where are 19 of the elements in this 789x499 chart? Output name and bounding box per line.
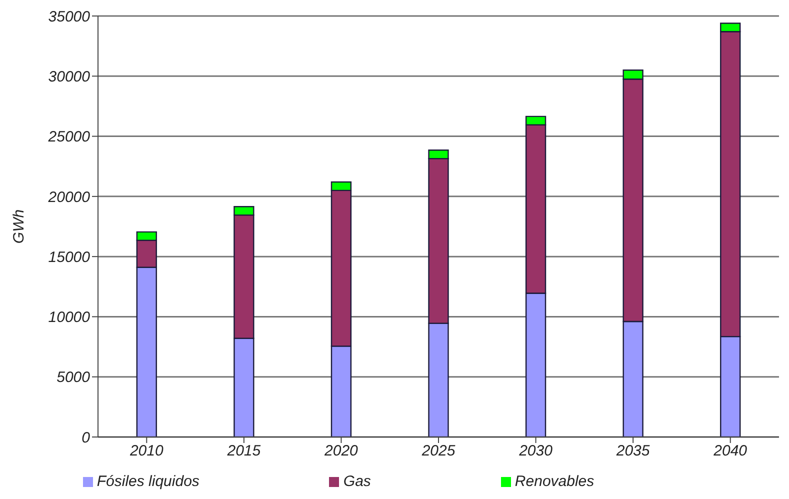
y-axis-title: GWh: [10, 209, 28, 244]
y-tick-label: 20000: [47, 188, 91, 206]
y-tick-label: 10000: [48, 309, 91, 326]
legend-label: Gas: [343, 473, 371, 490]
y-tick-label: 15000: [48, 248, 91, 266]
x-tick-label: 2040: [712, 442, 748, 460]
x-tick-label: 2035: [615, 442, 650, 460]
legend-label: Fósiles liquidos: [96, 473, 200, 490]
y-tick-label: 5000: [56, 369, 91, 386]
x-tick-label: 2020: [324, 442, 359, 460]
x-tick-label: 2015: [226, 442, 262, 460]
y-tick-label: 0: [82, 429, 91, 446]
legend-label: Renovables: [514, 473, 594, 490]
y-tick-label: 25000: [47, 128, 91, 146]
x-tick-label: 2030: [518, 442, 554, 460]
y-tick-label: 30000: [48, 68, 91, 86]
y-tick-label: 35000: [48, 8, 91, 26]
x-tick-label: 2025: [420, 442, 456, 460]
x-tick-label: 2010: [128, 442, 164, 460]
